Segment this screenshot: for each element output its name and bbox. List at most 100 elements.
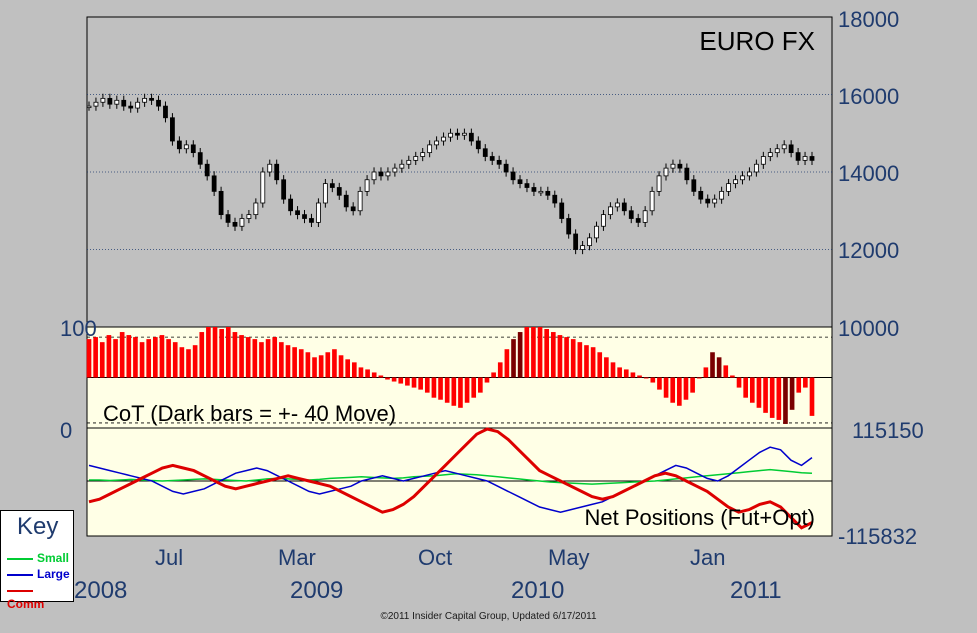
- cot-bar: [670, 377, 676, 403]
- cot-bar: [716, 357, 722, 378]
- price-candle: [545, 190, 551, 196]
- cot-y-tick-label: 0: [60, 418, 72, 443]
- cot-bar: [139, 342, 145, 378]
- price-candle: [760, 156, 766, 165]
- price-candle: [767, 152, 773, 157]
- cot-bar: [199, 332, 205, 378]
- cot-bar: [557, 335, 563, 378]
- cot-bar: [292, 347, 297, 378]
- cot-bar: [491, 372, 496, 378]
- price-candle: [795, 152, 801, 161]
- net-line-comm: [88, 427, 813, 530]
- price-candle: [517, 179, 523, 185]
- cot-bar: [265, 339, 271, 378]
- price-candle: [531, 187, 537, 192]
- y-tick-label: 14000: [838, 161, 899, 186]
- price-candle: [218, 190, 224, 216]
- cot-bar: [159, 335, 165, 378]
- net-panel: [86, 427, 833, 537]
- price-candle: [371, 171, 377, 181]
- cot-bar: [617, 367, 622, 378]
- cot-bar: [763, 377, 768, 413]
- price-candle: [322, 183, 328, 204]
- price-candle: [434, 140, 439, 146]
- price-candle: [503, 163, 509, 173]
- price-candle: [628, 210, 634, 219]
- cot-bar: [219, 329, 224, 378]
- cot-bar: [192, 345, 198, 378]
- price-candle: [753, 163, 759, 173]
- price-candle: [364, 179, 370, 192]
- y-tick-label: 12000: [838, 238, 899, 263]
- price-candle: [114, 99, 120, 105]
- cot-bar: [723, 365, 729, 378]
- price-candle: [86, 105, 92, 109]
- cot-bar: [517, 332, 523, 378]
- legend-title: Key: [17, 513, 59, 540]
- cot-bar: [471, 377, 477, 398]
- price-candle: [594, 225, 599, 239]
- price-candle: [607, 206, 613, 216]
- price-candle: [774, 148, 780, 154]
- price-candle: [197, 152, 203, 165]
- cot-bar: [391, 377, 397, 382]
- cot-bar: [531, 327, 536, 378]
- cot-bar: [378, 375, 384, 378]
- price-candle: [329, 183, 335, 188]
- price-candle: [524, 183, 530, 188]
- cot-bar: [809, 377, 815, 416]
- cot-bar: [424, 377, 430, 393]
- price-candle: [566, 218, 572, 235]
- cot-bar: [796, 377, 802, 393]
- price-candle: [232, 221, 238, 227]
- cot-bar: [99, 342, 105, 378]
- cot-bar: [245, 337, 251, 378]
- cot-bar: [550, 332, 556, 378]
- price-candle: [183, 144, 189, 150]
- price-candle: [670, 163, 676, 169]
- footer-credit: ©2011 Insider Capital Group, Updated 6/1…: [380, 611, 597, 622]
- cot-bar: [484, 377, 490, 383]
- cot-bars: [86, 327, 815, 424]
- price-candle: [489, 156, 495, 161]
- price-candle: [691, 179, 697, 192]
- price-candle: [781, 144, 787, 150]
- cot-bar: [385, 377, 390, 380]
- cot-bar: [783, 377, 788, 424]
- price-candle: [316, 202, 321, 223]
- cot-bar: [405, 377, 410, 386]
- price-candle: [309, 218, 314, 223]
- y-tick-label: 16000: [838, 84, 899, 109]
- price-candle: [733, 179, 738, 185]
- x-year-label: 2009: [290, 577, 343, 604]
- cot-bar: [444, 377, 450, 403]
- y-tick-label: 115150: [852, 418, 924, 443]
- cot-bar: [279, 342, 284, 378]
- price-candle: [274, 163, 280, 181]
- cot-bar: [166, 339, 171, 378]
- cot-title: CoT (Dark bars = +- 40 Move): [103, 401, 396, 426]
- cot-bar: [119, 332, 125, 378]
- cot-bar: [113, 339, 118, 378]
- net-position-lines: [87, 427, 832, 530]
- cot-bar: [225, 327, 231, 378]
- price-candle: [656, 175, 662, 192]
- legend-item-large: Large: [7, 567, 70, 581]
- cot-bar: [212, 327, 218, 378]
- price-candle: [635, 218, 641, 223]
- price-candle: [288, 198, 294, 212]
- x-tick-label: May: [548, 545, 590, 570]
- price-candle: [357, 190, 363, 212]
- cot-bar: [803, 377, 808, 388]
- price-candle: [663, 167, 669, 177]
- cot-bar: [126, 335, 132, 378]
- price-candle: [677, 163, 683, 169]
- price-candle: [601, 214, 606, 227]
- price-candle: [614, 202, 620, 208]
- x-tick-label: Oct: [418, 545, 452, 570]
- cot-bar: [710, 352, 715, 378]
- price-candle: [510, 171, 516, 181]
- price-candle: [107, 97, 113, 105]
- x-tick-label: Jan: [690, 545, 725, 570]
- legend-swatch-small: [7, 557, 33, 560]
